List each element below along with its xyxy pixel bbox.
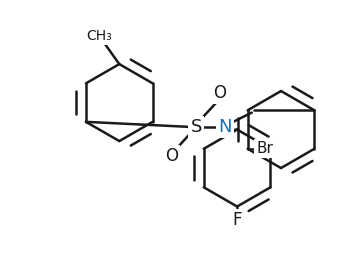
Text: N: N <box>218 118 232 136</box>
Text: F: F <box>232 211 242 229</box>
Text: CH₃: CH₃ <box>87 29 112 43</box>
Text: S: S <box>191 118 202 136</box>
Text: Br: Br <box>256 141 273 156</box>
Text: O: O <box>165 147 178 166</box>
Text: O: O <box>213 84 226 102</box>
